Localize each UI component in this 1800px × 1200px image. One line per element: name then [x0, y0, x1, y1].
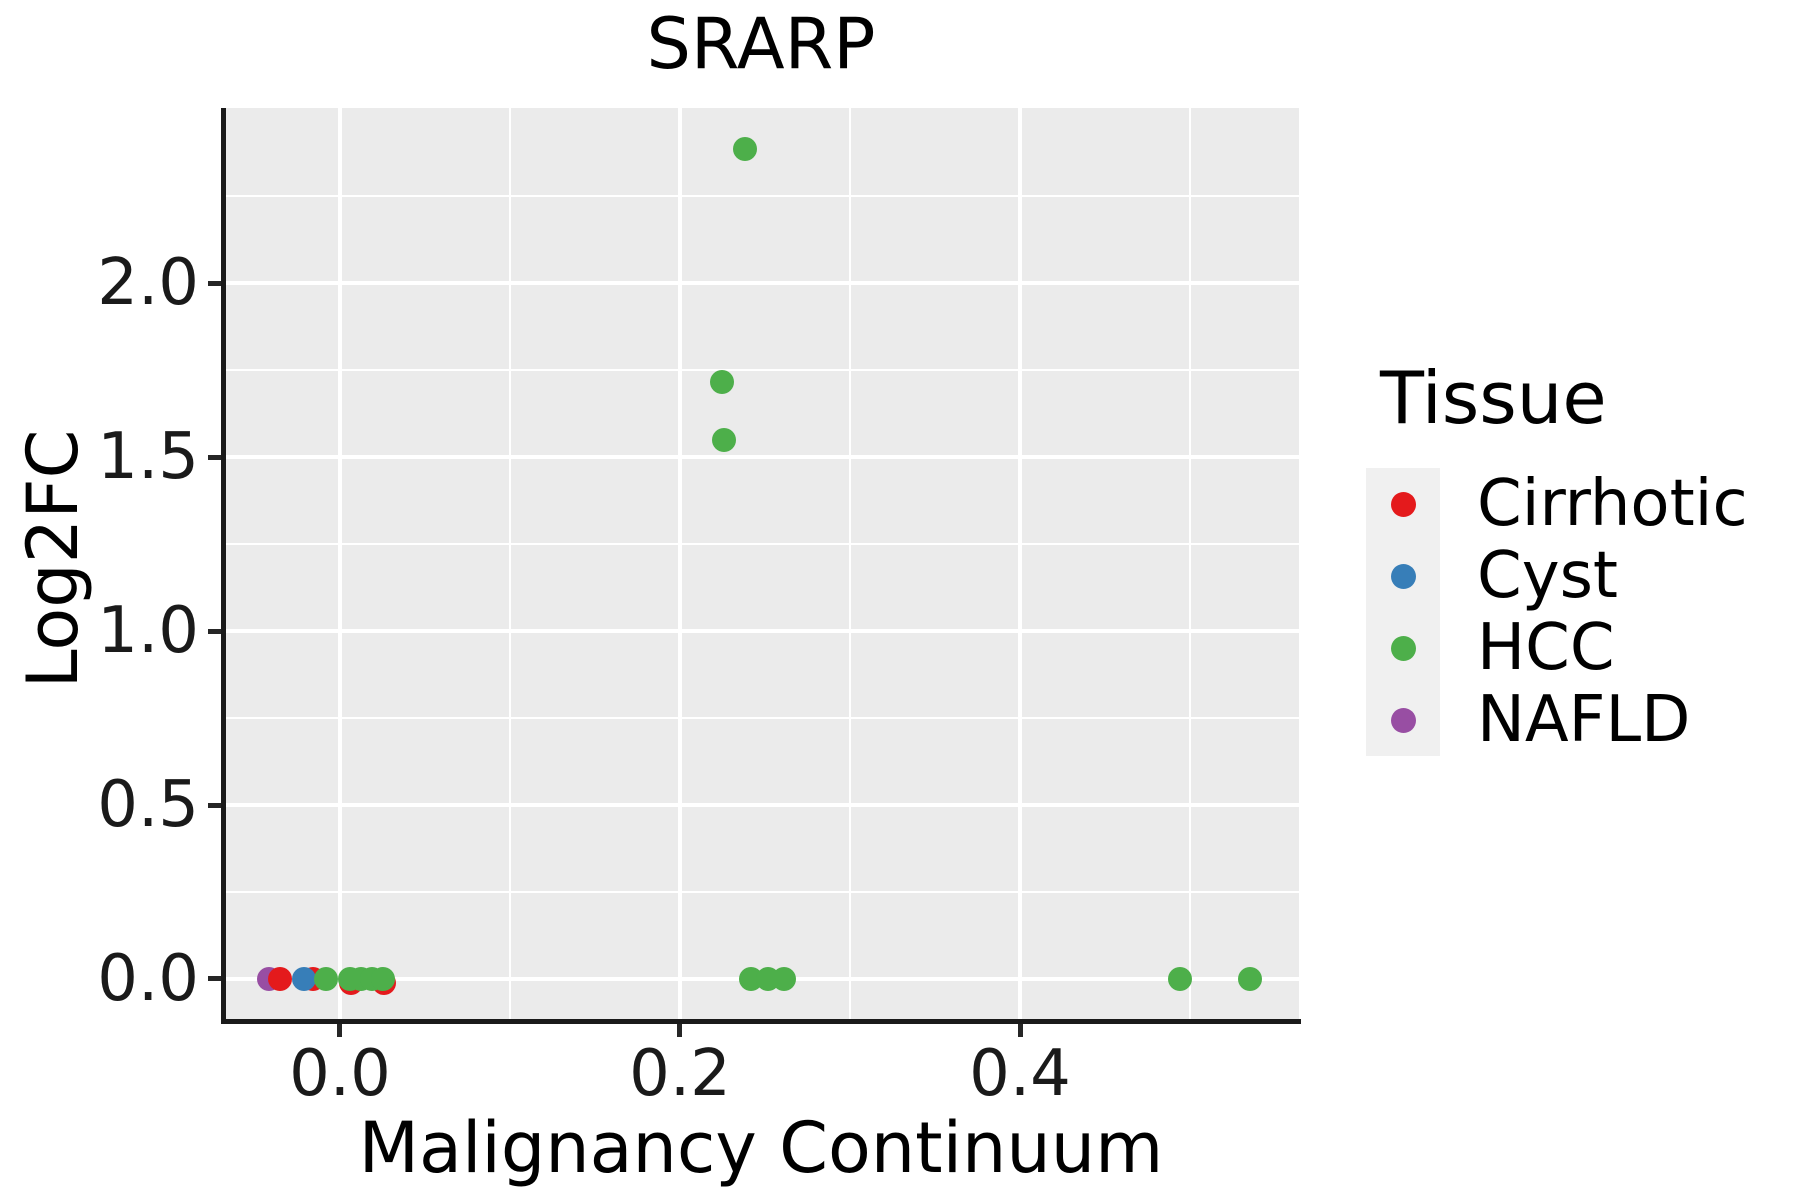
- x-axis-line: [221, 1019, 1301, 1024]
- legend-key: [1366, 684, 1440, 756]
- legend-item-cirrhotic: Cirrhotic: [1366, 468, 1748, 540]
- y-tick-mark: [208, 280, 221, 286]
- y-tick-mark: [208, 454, 221, 460]
- x-tick-mark: [677, 1024, 683, 1037]
- data-point-hcc: [370, 966, 395, 991]
- x-tick-mark: [1017, 1024, 1023, 1037]
- y-major-gridline: [223, 803, 1299, 807]
- data-point-hcc: [710, 369, 735, 394]
- x-axis-label: Malignancy Continuum: [358, 1107, 1164, 1189]
- y-tick-label: 1.5: [97, 420, 199, 495]
- y-major-gridline: [223, 629, 1299, 634]
- x-tick-label: 0.2: [629, 1037, 731, 1111]
- legend-item-label: Cirrhotic: [1477, 467, 1748, 541]
- legend-item-hcc: HCC: [1366, 612, 1615, 684]
- legend-item-cyst: Cyst: [1366, 540, 1618, 612]
- y-major-gridline: [223, 281, 1299, 286]
- data-point-hcc: [712, 427, 737, 452]
- x-minor-gridline: [508, 108, 511, 1021]
- x-major-gridline: [677, 108, 682, 1021]
- legend-key: [1366, 540, 1440, 612]
- y-tick-label: 0.0: [97, 941, 199, 1016]
- data-point-cyst: [292, 966, 317, 991]
- data-point-hcc: [314, 966, 339, 991]
- y-minor-gridline: [223, 195, 1299, 198]
- data-point-cirrhotic: [268, 966, 293, 991]
- chart-title: SRARP: [646, 3, 876, 85]
- y-minor-gridline: [223, 891, 1299, 893]
- legend-item-label: HCC: [1477, 611, 1615, 685]
- plot-panel: [223, 108, 1299, 1021]
- y-minor-gridline: [223, 717, 1299, 719]
- y-minor-gridline: [223, 543, 1299, 546]
- data-point-hcc: [1237, 966, 1262, 991]
- y-tick-mark: [208, 628, 221, 634]
- legend-item-label: NAFLD: [1477, 683, 1691, 757]
- x-major-gridline: [337, 108, 342, 1021]
- x-minor-gridline: [849, 108, 851, 1021]
- y-axis-line: [221, 108, 226, 1024]
- y-major-gridline: [223, 455, 1299, 460]
- x-tick-label: 0.0: [289, 1037, 391, 1111]
- legend-swatch-nafld: [1390, 707, 1416, 733]
- y-tick-mark: [208, 976, 221, 982]
- x-tick-mark: [337, 1024, 343, 1037]
- legend-item-nafld: NAFLD: [1366, 684, 1690, 756]
- legend-swatch-cyst: [1390, 563, 1416, 589]
- y-minor-gridline: [223, 369, 1299, 372]
- y-tick-label: 1.0: [97, 594, 199, 669]
- data-point-hcc: [1167, 966, 1192, 991]
- y-tick-label: 0.5: [97, 768, 199, 842]
- x-major-gridline: [1018, 108, 1022, 1021]
- legend-item-label: Cyst: [1477, 539, 1618, 613]
- data-point-hcc: [732, 137, 757, 162]
- legend-swatch-cirrhotic: [1390, 491, 1416, 517]
- legend-key: [1366, 612, 1440, 684]
- y-tick-label: 2.0: [97, 246, 199, 321]
- legend-swatch-hcc: [1390, 635, 1416, 661]
- x-minor-gridline: [1189, 108, 1192, 1021]
- x-tick-label: 0.4: [969, 1037, 1071, 1111]
- legend-title: Tissue: [1380, 356, 1607, 440]
- y-tick-mark: [208, 802, 221, 808]
- data-point-hcc: [771, 966, 796, 991]
- legend-key: [1366, 468, 1440, 540]
